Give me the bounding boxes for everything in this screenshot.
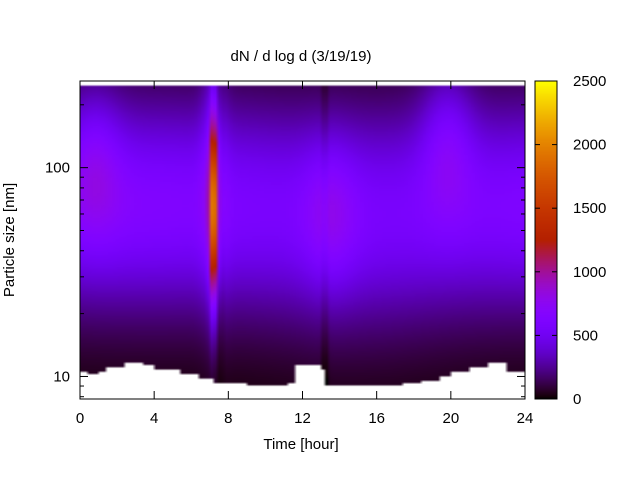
colorbar-frame — [534, 80, 558, 400]
x-tick-label: 16 — [368, 410, 385, 427]
y-tick-label: 100 — [45, 160, 70, 177]
y-axis-label: Particle size [nm] — [1, 183, 18, 297]
colorbar-tick-label: 1000 — [573, 264, 606, 281]
colorbar-tick-label: 1500 — [573, 200, 606, 217]
y-axis-ticks: 10 100 — [45, 104, 525, 398]
colorbar-tick-label: 500 — [573, 327, 598, 344]
colorbar-tick-label: 2500 — [573, 73, 606, 90]
colorbar-tick-label: 0 — [573, 391, 581, 408]
x-tick-label: 12 — [294, 410, 311, 427]
x-tick-label: 24 — [517, 410, 534, 427]
x-tick-label: 0 — [76, 410, 84, 427]
x-axis-label: Time [hour] — [263, 436, 338, 453]
x-tick-label: 4 — [150, 410, 158, 427]
colorbar-ticks: 0 500 1000 1500 2000 2500 — [535, 73, 606, 408]
heatmap-cells — [80, 81, 525, 399]
x-tick-label: 20 — [442, 410, 459, 427]
chart-title: dN / d log d (3/19/19) — [231, 48, 372, 65]
x-tick-label: 8 — [224, 410, 232, 427]
y-tick-label: 10 — [53, 368, 70, 385]
colorbar-tick-label: 2000 — [573, 137, 606, 154]
x-axis-ticks: 0 4 8 12 16 20 24 — [76, 81, 534, 427]
colorbar-gradient — [535, 81, 557, 399]
